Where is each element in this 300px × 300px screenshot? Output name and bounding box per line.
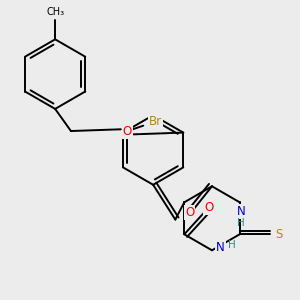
Text: O: O: [185, 206, 194, 219]
Text: N: N: [216, 241, 225, 254]
Text: Br: Br: [149, 115, 163, 128]
Text: O: O: [122, 125, 132, 138]
Text: CH₃: CH₃: [46, 7, 64, 17]
Text: N: N: [237, 205, 245, 218]
Text: O: O: [204, 201, 214, 214]
Text: S: S: [275, 228, 283, 241]
Text: H: H: [237, 218, 245, 227]
Text: H: H: [228, 240, 236, 250]
